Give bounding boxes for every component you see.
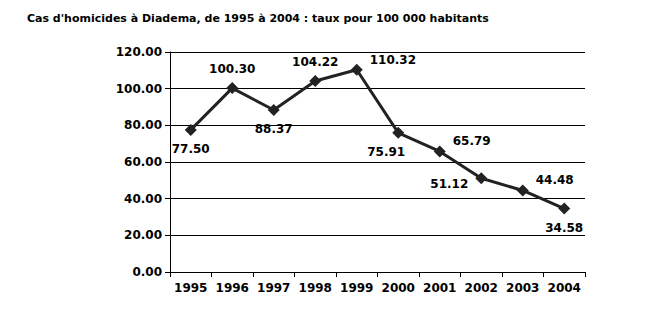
svg-text:1998: 1998 <box>299 281 332 295</box>
svg-text:2003: 2003 <box>506 281 539 295</box>
svg-text:100.30: 100.30 <box>209 62 255 76</box>
svg-text:110.32: 110.32 <box>370 53 416 67</box>
svg-text:100.00: 100.00 <box>116 82 162 96</box>
svg-text:2002: 2002 <box>465 281 498 295</box>
svg-text:2001: 2001 <box>423 281 456 295</box>
svg-text:60.00: 60.00 <box>124 155 162 169</box>
svg-text:1997: 1997 <box>257 281 290 295</box>
svg-text:40.00: 40.00 <box>124 192 162 206</box>
svg-text:1996: 1996 <box>216 281 249 295</box>
svg-text:0.00: 0.00 <box>132 265 162 279</box>
svg-text:34.58: 34.58 <box>545 221 583 235</box>
svg-text:20.00: 20.00 <box>124 228 162 242</box>
svg-text:88.37: 88.37 <box>255 122 293 136</box>
svg-text:120.00: 120.00 <box>116 45 162 59</box>
svg-text:2000: 2000 <box>382 281 415 295</box>
svg-text:65.79: 65.79 <box>453 134 491 148</box>
svg-text:75.91: 75.91 <box>367 145 405 159</box>
svg-text:51.12: 51.12 <box>430 177 468 191</box>
svg-text:77.50: 77.50 <box>172 142 210 156</box>
svg-text:1999: 1999 <box>340 281 373 295</box>
svg-text:2004: 2004 <box>548 281 581 295</box>
svg-text:80.00: 80.00 <box>124 118 162 132</box>
svg-text:44.48: 44.48 <box>536 173 574 187</box>
svg-text:1995: 1995 <box>174 281 207 295</box>
svg-text:104.22: 104.22 <box>292 55 338 69</box>
svg-text:Cas d'homicides à Diadema, de: Cas d'homicides à Diadema, de 1995 à 200… <box>27 12 489 25</box>
